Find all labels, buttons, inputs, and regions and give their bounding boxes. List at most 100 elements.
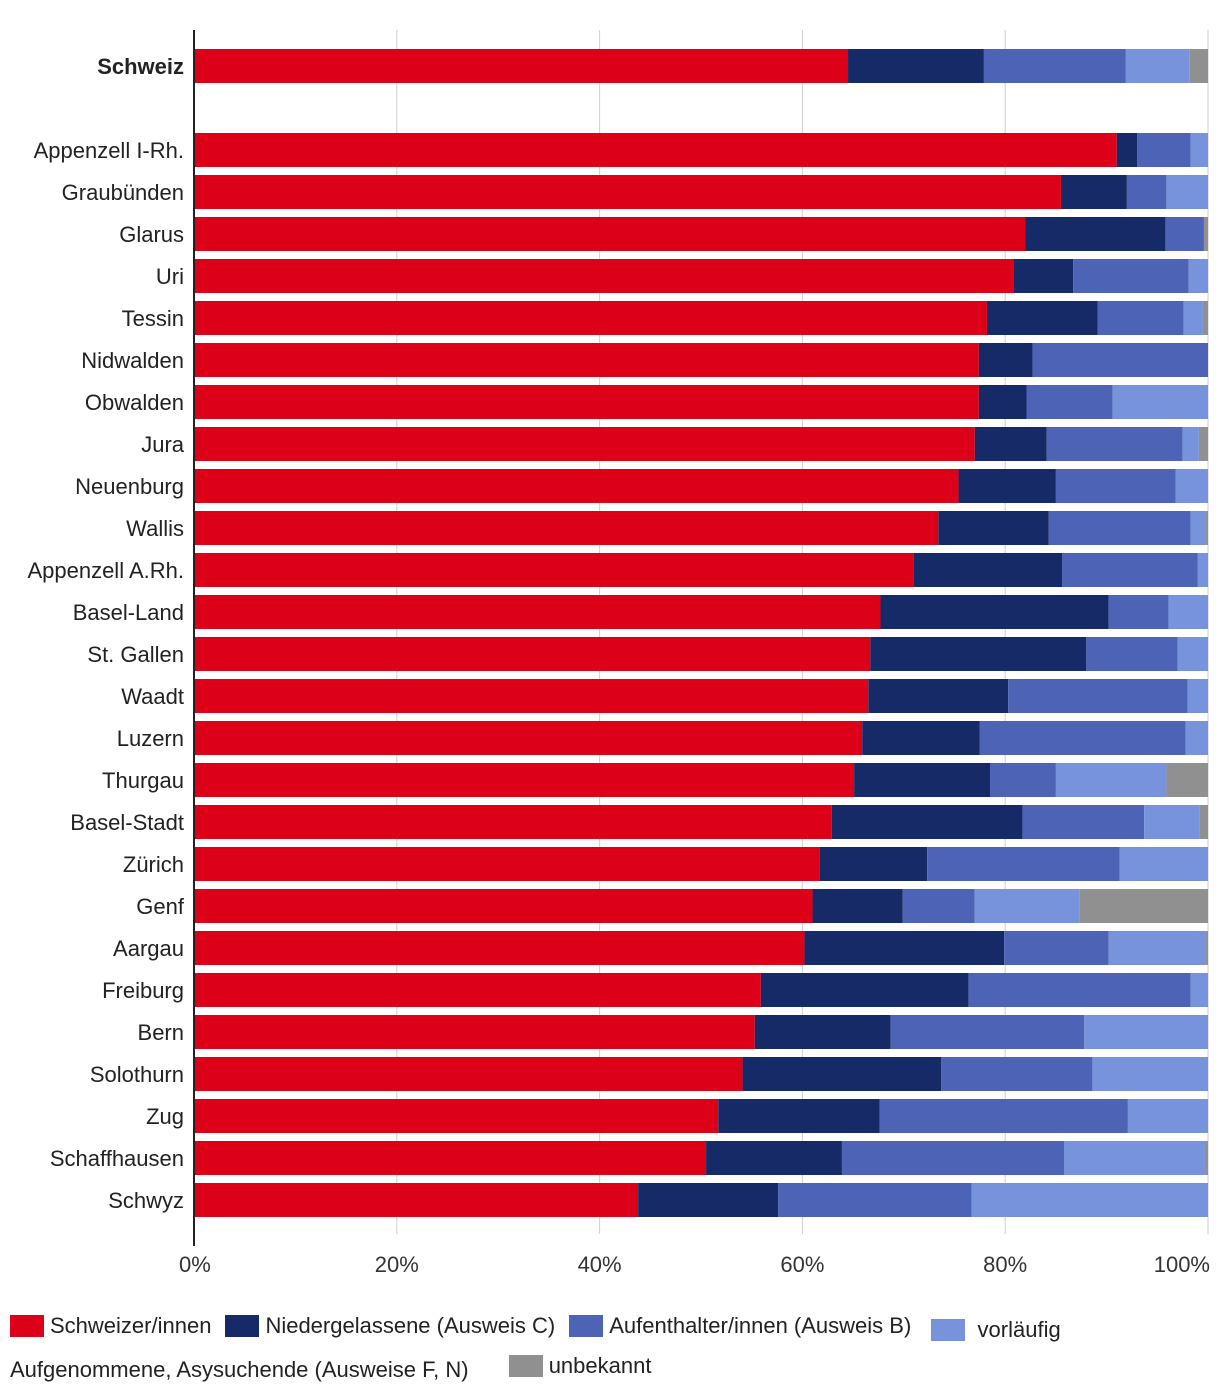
bar-segment <box>1055 763 1167 797</box>
bar-segment <box>1188 259 1208 293</box>
bar-segment <box>1177 637 1208 671</box>
bar-segment <box>841 1141 1065 1175</box>
bar-segment <box>1137 133 1191 167</box>
category-label: Graubünden <box>62 180 184 205</box>
legend-item-aufenthalter: Aufenthalter/innen (Ausweis B) <box>569 1308 911 1344</box>
category-label: Obwalden <box>85 390 184 415</box>
bar-segment <box>1108 595 1169 629</box>
bar-segment <box>868 679 1009 713</box>
x-tick-label: 100% <box>1154 1252 1210 1277</box>
legend-label: Schweizer/innen <box>50 1313 212 1338</box>
bar-segment <box>194 49 849 83</box>
legend-swatch <box>569 1315 604 1337</box>
bar-segment <box>754 1015 891 1049</box>
bar-segment <box>1097 301 1184 335</box>
bar-segment <box>1204 1141 1208 1175</box>
bar-segment <box>194 469 959 503</box>
category-label: Basel-Land <box>73 600 184 625</box>
bar-segment <box>1190 511 1206 545</box>
bar-segment <box>194 805 832 839</box>
legend-swatch <box>225 1315 260 1337</box>
bar-segment <box>194 343 979 377</box>
bar-segment <box>706 1141 842 1175</box>
bar-segment <box>194 847 820 881</box>
bar-segment <box>1119 847 1208 881</box>
bar-segment <box>194 1141 707 1175</box>
legend-label: vorläufig Aufgenommene, Asysuchende (Aus… <box>10 1317 1061 1382</box>
bar-segment <box>1187 679 1208 713</box>
bar-segment <box>1199 805 1208 839</box>
bar-segment <box>862 721 980 755</box>
bar-segment <box>979 721 1186 755</box>
legend-label: Aufenthalter/innen (Ausweis B) <box>609 1313 912 1338</box>
category-label: Genf <box>136 894 185 919</box>
bar-segment <box>194 889 813 923</box>
bar-segment <box>638 1183 779 1217</box>
bars <box>194 49 1208 1217</box>
category-label: Uri <box>156 264 184 289</box>
bar-segment <box>760 973 969 1007</box>
bar-segment <box>1073 259 1189 293</box>
bar-segment <box>194 511 939 545</box>
bar-segment <box>978 343 1033 377</box>
bar-segment <box>1203 217 1208 251</box>
legend-swatch <box>931 1319 966 1341</box>
category-label: St. Gallen <box>87 642 184 667</box>
bar-segment <box>1079 889 1208 923</box>
bar-segment <box>194 637 871 671</box>
bar-segment <box>194 595 881 629</box>
bar-segment <box>1055 469 1176 503</box>
bar-segment <box>194 217 1026 251</box>
bar-segment <box>974 427 1047 461</box>
bar-segment <box>1086 637 1178 671</box>
category-label: Appenzell I-Rh. <box>34 138 184 163</box>
legend-item-unbekannt: unbekannt <box>508 1348 651 1384</box>
bar-segment <box>1092 1057 1208 1091</box>
bar-segment <box>742 1057 942 1091</box>
category-label: Bern <box>138 1020 184 1045</box>
category-label: Basel-Stadt <box>70 810 184 835</box>
bar-segment <box>1060 175 1127 209</box>
bar-segment <box>902 889 975 923</box>
bar-segment <box>1046 427 1183 461</box>
category-label: Luzern <box>117 726 184 751</box>
x-tick-label: 80% <box>983 1252 1027 1277</box>
bar-segment <box>974 889 1080 923</box>
bar-segment <box>194 1099 719 1133</box>
bar-segment <box>1004 931 1109 965</box>
legend-item-schweizer: Schweizer/innen <box>10 1308 211 1344</box>
bar-segment <box>812 889 903 923</box>
bar-segment <box>1165 217 1204 251</box>
bar-segment <box>978 385 1027 419</box>
bar-segment <box>1205 931 1208 965</box>
bar-segment <box>1061 553 1198 587</box>
category-label: Jura <box>141 432 185 457</box>
category-label: Neuenburg <box>75 474 184 499</box>
bar-segment <box>1064 1141 1205 1175</box>
bar-segment <box>194 763 855 797</box>
bar-segment <box>194 679 869 713</box>
bar-segment <box>1166 763 1208 797</box>
bar-segment <box>194 301 987 335</box>
bar-segment <box>1205 511 1208 545</box>
bar-segment <box>1126 175 1167 209</box>
bar-segment <box>983 49 1126 83</box>
bar-segment <box>1197 553 1208 587</box>
bar-segment <box>989 763 1056 797</box>
bar-segment <box>194 259 1014 293</box>
category-label: Appenzell A.Rh. <box>27 558 184 583</box>
stacked-bar-chart: Schweiz Appenzell I-Rh. Graubünden Glarus Ur… <box>27 30 1210 1277</box>
bar-segment <box>1144 805 1200 839</box>
bar-segment <box>804 931 1005 965</box>
category-label: Aargau <box>113 936 184 961</box>
bar-segment <box>1048 511 1191 545</box>
bar-segment <box>1108 931 1206 965</box>
bar-segment <box>1025 217 1166 251</box>
bar-segment <box>1116 133 1138 167</box>
legend-item-vorlaeufig: vorläufig Aufgenommene, Asysuchende (Aus… <box>10 1317 1061 1382</box>
bar-segment <box>890 1015 1085 1049</box>
bar-segment <box>1125 49 1190 83</box>
legend-item-niedergelassene: Niedergelassene (Ausweis C) <box>225 1308 555 1344</box>
bar-segment <box>1112 385 1208 419</box>
bar-segment <box>1008 679 1188 713</box>
